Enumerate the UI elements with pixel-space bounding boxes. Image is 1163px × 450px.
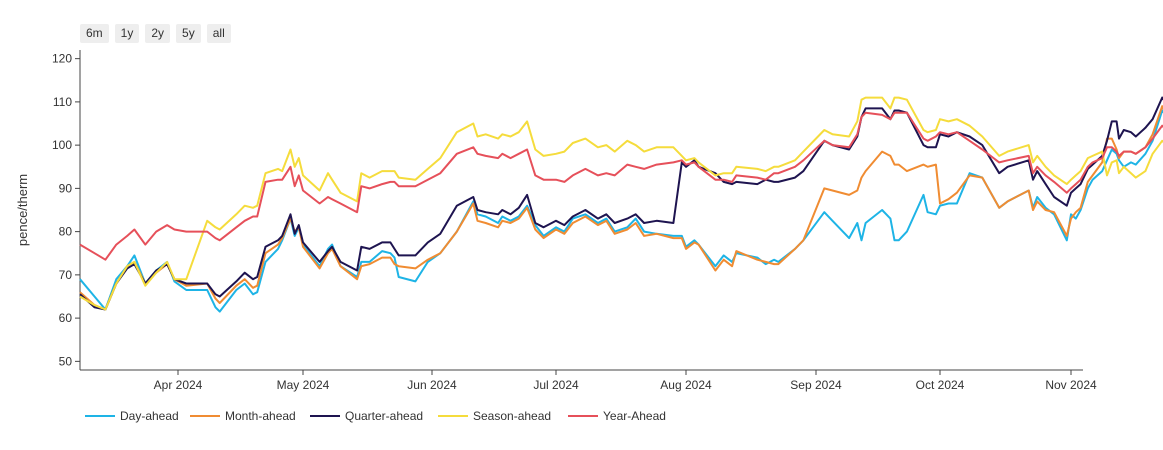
x-tick-label: Jul 2024 — [533, 378, 579, 392]
range-5y-button[interactable]: 5y — [176, 24, 201, 43]
range-selector: 6m 1y 2y 5y all — [80, 24, 231, 43]
series-line-season-ahead[interactable] — [79, 96, 1163, 311]
y-tick-label: 110 — [53, 95, 72, 109]
range-1y-button[interactable]: 1y — [114, 24, 140, 43]
range-all-button[interactable]: all — [206, 24, 231, 43]
y-tick-label: 50 — [59, 354, 73, 368]
legend-item-season-ahead[interactable]: Season-ahead — [438, 409, 551, 423]
y-tick-label: 100 — [52, 138, 72, 152]
x-tick-label: Apr 2024 — [154, 378, 203, 392]
y-axis: 50 60 70 80 90 100 110 120 — [52, 50, 81, 370]
legend-item-quarter-ahead[interactable]: Quarter-ahead — [310, 409, 423, 423]
series-line-quarter-ahead[interactable] — [79, 96, 1163, 311]
y-tick-label: 70 — [59, 268, 73, 282]
y-tick-label: 90 — [59, 181, 73, 195]
series-line-month-ahead[interactable] — [79, 105, 1163, 311]
range-2y-button[interactable]: 2y — [145, 24, 171, 43]
x-axis: Apr 2024 May 2024 Jun 2024 Jul 2024 Aug 2024… — [80, 369, 1097, 392]
legend-item-month-ahead[interactable]: Month-ahead — [190, 409, 296, 423]
legend-label: Quarter-ahead — [345, 409, 423, 423]
legend-label: Day-ahead — [120, 409, 179, 423]
legend-label: Year-Ahead — [603, 409, 666, 423]
y-tick-label: 80 — [59, 225, 73, 239]
x-tick-label: Oct 2024 — [916, 378, 965, 392]
x-tick-label: Sep 2024 — [790, 378, 842, 392]
x-tick-label: May 2024 — [277, 378, 330, 392]
x-tick-label: Aug 2024 — [660, 378, 712, 392]
legend: Day-ahead Month-ahead Quarter-ahead Season-… — [85, 409, 666, 423]
y-axis-title: pence/therm — [15, 174, 30, 246]
legend-item-day-ahead[interactable]: Day-ahead — [85, 409, 179, 423]
legend-item-year-ahead[interactable]: Year-Ahead — [568, 409, 666, 423]
series-line-year-ahead[interactable] — [79, 111, 1163, 261]
plot-series[interactable] — [79, 96, 1163, 313]
x-tick-label: Jun 2024 — [407, 378, 457, 392]
x-tick-label: Nov 2024 — [1045, 378, 1097, 392]
y-tick-label: 60 — [59, 311, 73, 325]
y-tick-label: 120 — [52, 52, 72, 66]
range-6m-button[interactable]: 6m — [80, 24, 109, 43]
legend-label: Month-ahead — [225, 409, 296, 423]
legend-label: Season-ahead — [473, 409, 551, 423]
